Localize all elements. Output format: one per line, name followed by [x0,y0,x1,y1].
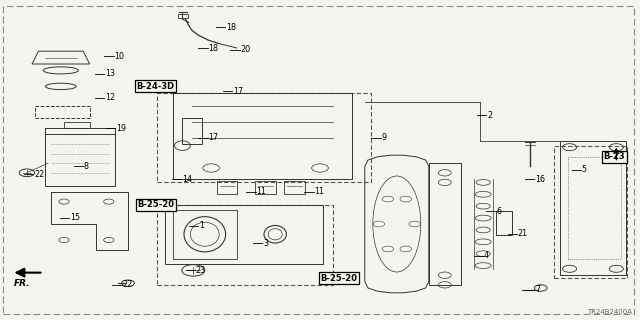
Text: 12: 12 [105,93,115,102]
Text: 3: 3 [263,239,268,248]
Text: 16: 16 [535,175,545,184]
Text: 2: 2 [487,111,492,120]
Text: 8: 8 [84,162,89,171]
Bar [157,93,371,182]
Text: 17: 17 [233,87,243,96]
Text: 22: 22 [34,170,44,179]
Text: TR24B2400A: TR24B2400A [588,309,632,315]
Text: 18: 18 [226,23,236,32]
Text: 13: 13 [105,69,115,78]
Text: B-24-3D: B-24-3D [136,82,175,91]
Text: 11: 11 [257,188,267,196]
Text: 11: 11 [314,188,324,196]
Text: 5: 5 [582,165,587,174]
Text: 4: 4 [484,252,489,260]
Text: 22: 22 [122,280,132,289]
Bar [554,146,627,278]
Text: 17: 17 [209,133,219,142]
Text: 10: 10 [115,52,125,60]
Text: B-25-20: B-25-20 [137,200,174,209]
Text: 19: 19 [116,124,126,132]
Text: 20: 20 [241,45,251,54]
Text: FR.: FR. [14,279,31,288]
Bar [157,205,333,285]
Text: 1: 1 [199,221,204,230]
Text: 21: 21 [518,229,528,238]
Text: 6: 6 [497,207,502,216]
Text: 14: 14 [182,175,192,184]
Text: 18: 18 [209,44,219,52]
Text: 23: 23 [196,266,206,275]
Text: B-25-20: B-25-20 [321,274,358,283]
Bar [568,157,621,259]
Text: 7: 7 [535,285,540,294]
Text: 15: 15 [70,213,80,222]
Text: 9: 9 [381,133,387,142]
Text: B-23: B-23 [604,152,625,161]
